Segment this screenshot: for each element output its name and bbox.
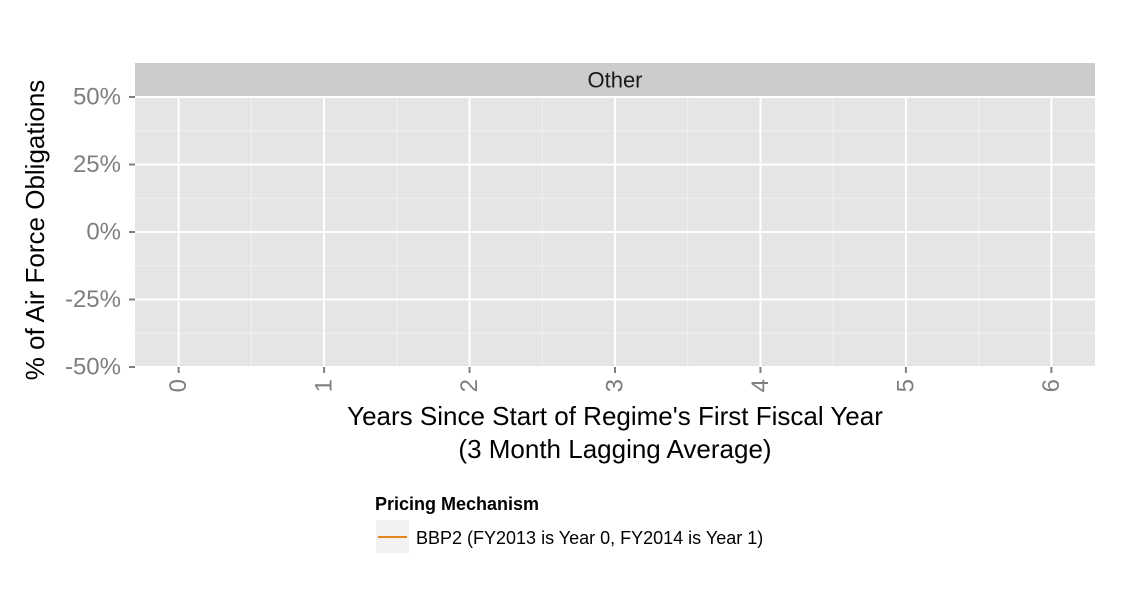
x-tick-label: 5 <box>892 379 919 392</box>
legend-entries: BBP2 (FY2013 is Year 0, FY2014 is Year 1… <box>376 520 763 553</box>
x-tick-label: 0 <box>165 379 192 392</box>
y-tick-label: 50% <box>73 84 121 111</box>
x-tick-label: 6 <box>1038 379 1065 392</box>
x-tick-label: 4 <box>747 379 774 392</box>
legend-label: BBP2 (FY2013 is Year 0, FY2014 is Year 1… <box>416 528 763 548</box>
legend-title: Pricing Mechanism <box>375 494 539 514</box>
y-tick-label: -50% <box>65 354 121 381</box>
y-axis-title: % of Air Force Obligations <box>20 80 50 381</box>
y-tick-label: -25% <box>65 286 121 313</box>
x-tick-label: 3 <box>602 379 629 392</box>
y-tick-label: 25% <box>73 151 121 178</box>
facet-strip-label: Other <box>587 68 642 93</box>
y-axis: 50% 25% 0% -25% -50% <box>65 84 135 381</box>
y-tick-label: 0% <box>86 219 121 246</box>
facet-strip <box>135 63 1095 97</box>
x-axis-subtitle: (3 Month Lagging Average) <box>458 434 771 464</box>
x-tick-label: 1 <box>311 379 338 392</box>
x-axis-title: Years Since Start of Regime's First Fisc… <box>347 401 883 431</box>
x-axis: 0 1 2 3 4 5 6 <box>165 367 1065 392</box>
x-tick-label: 2 <box>456 379 483 392</box>
legend: Pricing Mechanism BBP2 (FY2013 is Year 0… <box>375 494 763 553</box>
major-gridlines <box>135 96 1095 368</box>
